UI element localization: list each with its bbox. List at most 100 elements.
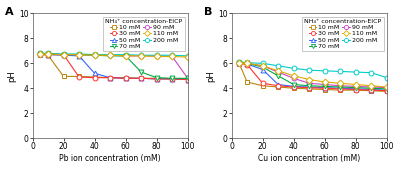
200 mM	[385, 77, 389, 79]
30 mM	[237, 62, 242, 64]
110 mM	[276, 70, 281, 72]
30 mM	[353, 89, 358, 91]
30 mM	[154, 78, 159, 80]
30 mM	[369, 89, 374, 91]
200 mM	[61, 53, 66, 55]
50 mM	[260, 69, 265, 71]
200 mM	[237, 61, 242, 63]
110 mM	[108, 54, 113, 56]
10 mM	[92, 76, 97, 78]
30 mM	[61, 54, 66, 56]
110 mM	[77, 54, 81, 56]
10 mM	[307, 88, 312, 90]
Line: 10 mM: 10 mM	[237, 62, 389, 94]
70 mM	[237, 62, 242, 64]
Legend: 10 mM, 30 mM, 50 mM, 70 mM, 90 mM, 110 mM, 200 mM: 10 mM, 30 mM, 50 mM, 70 mM, 90 mM, 110 m…	[103, 17, 184, 51]
30 mM	[185, 79, 190, 81]
70 mM	[139, 71, 144, 73]
50 mM	[385, 89, 389, 91]
10 mM	[77, 75, 81, 78]
70 mM	[353, 87, 358, 89]
30 mM	[322, 87, 327, 89]
90 mM	[276, 71, 281, 73]
Line: 90 mM: 90 mM	[38, 52, 190, 81]
30 mM	[245, 64, 249, 66]
200 mM	[369, 72, 374, 74]
Line: 70 mM: 70 mM	[237, 60, 389, 91]
50 mM	[123, 77, 128, 79]
90 mM	[185, 77, 190, 79]
30 mM	[307, 87, 312, 89]
10 mM	[61, 75, 66, 78]
110 mM	[307, 79, 312, 81]
200 mM	[291, 67, 296, 69]
110 mM	[291, 75, 296, 77]
90 mM	[139, 55, 144, 57]
200 mM	[185, 55, 190, 57]
90 mM	[245, 62, 249, 64]
30 mM	[46, 54, 51, 56]
90 mM	[237, 62, 242, 64]
110 mM	[139, 55, 144, 57]
200 mM	[307, 69, 312, 71]
50 mM	[276, 83, 281, 86]
10 mM	[237, 63, 242, 65]
Line: 90 mM: 90 mM	[237, 60, 389, 90]
90 mM	[154, 55, 159, 57]
50 mM	[46, 54, 51, 56]
70 mM	[77, 54, 81, 56]
110 mM	[237, 62, 242, 64]
70 mM	[170, 77, 174, 79]
50 mM	[139, 77, 144, 79]
10 mM	[108, 77, 113, 79]
50 mM	[307, 86, 312, 88]
10 mM	[291, 87, 296, 89]
10 mM	[154, 77, 159, 79]
90 mM	[77, 54, 81, 56]
10 mM	[260, 85, 265, 87]
200 mM	[38, 52, 43, 54]
200 mM	[338, 70, 343, 72]
50 mM	[170, 78, 174, 80]
Line: 30 mM: 30 mM	[38, 52, 190, 82]
200 mM	[353, 71, 358, 73]
200 mM	[245, 62, 249, 64]
50 mM	[369, 89, 374, 91]
Line: 200 mM: 200 mM	[38, 51, 190, 58]
70 mM	[291, 83, 296, 86]
10 mM	[123, 77, 128, 79]
110 mM	[245, 62, 249, 64]
30 mM	[385, 90, 389, 92]
70 mM	[123, 55, 128, 57]
30 mM	[38, 53, 43, 55]
70 mM	[46, 53, 51, 55]
70 mM	[307, 85, 312, 87]
10 mM	[322, 89, 327, 91]
90 mM	[170, 55, 174, 57]
70 mM	[108, 55, 113, 57]
Y-axis label: pH: pH	[206, 70, 215, 82]
200 mM	[92, 54, 97, 56]
50 mM	[154, 78, 159, 80]
10 mM	[170, 78, 174, 80]
50 mM	[38, 53, 43, 55]
70 mM	[154, 77, 159, 79]
200 mM	[139, 54, 144, 56]
X-axis label: Cu ion concentration (mM): Cu ion concentration (mM)	[258, 154, 360, 163]
10 mM	[139, 77, 144, 79]
X-axis label: Pb ion concentration (mM): Pb ion concentration (mM)	[59, 154, 161, 163]
Line: 30 mM: 30 mM	[237, 61, 389, 93]
110 mM	[260, 65, 265, 67]
110 mM	[185, 56, 190, 58]
110 mM	[38, 53, 43, 55]
30 mM	[338, 88, 343, 90]
90 mM	[338, 85, 343, 87]
Line: 50 mM: 50 mM	[38, 52, 190, 82]
70 mM	[369, 87, 374, 89]
90 mM	[108, 54, 113, 56]
10 mM	[369, 90, 374, 92]
70 mM	[38, 53, 43, 55]
200 mM	[260, 62, 265, 64]
50 mM	[322, 87, 327, 89]
200 mM	[46, 52, 51, 54]
